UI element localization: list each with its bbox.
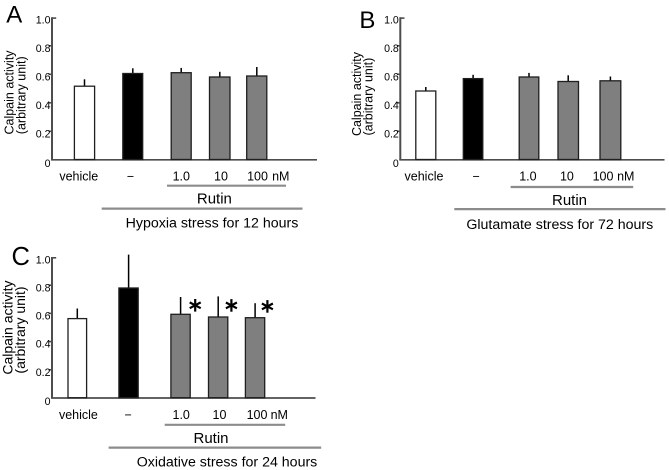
svg-text:Rutin: Rutin xyxy=(197,190,232,207)
svg-text:Calpain activity: Calpain activity xyxy=(3,50,17,135)
svg-text:10: 10 xyxy=(560,170,574,184)
svg-text:0.6: 0.6 xyxy=(36,311,51,323)
svg-text:Calpain activity: Calpain activity xyxy=(0,281,16,375)
svg-text:Calpain activity: Calpain activity xyxy=(350,51,364,136)
svg-text:1.0: 1.0 xyxy=(36,254,51,266)
svg-text:−: − xyxy=(125,408,132,422)
svg-text:B: B xyxy=(359,7,375,34)
svg-text:0.4: 0.4 xyxy=(36,339,51,351)
svg-text:100: 100 xyxy=(247,170,268,184)
svg-text:vehicle: vehicle xyxy=(405,170,444,184)
svg-text:vehicle: vehicle xyxy=(59,408,98,422)
svg-text:1.0: 1.0 xyxy=(173,170,190,184)
svg-text:nM: nM xyxy=(272,170,289,184)
svg-text:1.0: 1.0 xyxy=(173,408,190,422)
svg-text:0.8: 0.8 xyxy=(36,282,51,294)
svg-text:(arbitrary unit): (arbitrary unit) xyxy=(14,56,28,134)
svg-text:0: 0 xyxy=(45,158,51,170)
svg-text:100: 100 xyxy=(593,170,614,184)
svg-text:Rutin: Rutin xyxy=(193,430,228,447)
svg-text:1.0: 1.0 xyxy=(36,15,51,27)
svg-text:A: A xyxy=(6,1,22,28)
svg-text:0: 0 xyxy=(393,158,399,170)
svg-text:0.4: 0.4 xyxy=(384,100,399,112)
svg-text:Hypoxia stress for 12 hours: Hypoxia stress for 12 hours xyxy=(126,215,299,231)
svg-text:(arbitrary unit): (arbitrary unit) xyxy=(362,58,376,136)
svg-text:0.2: 0.2 xyxy=(36,367,51,379)
svg-text:−: − xyxy=(127,170,134,184)
svg-text:0.6: 0.6 xyxy=(384,71,399,83)
svg-text:Rutin: Rutin xyxy=(552,192,587,209)
svg-text:0.8: 0.8 xyxy=(384,43,399,55)
svg-text:vehicle: vehicle xyxy=(59,170,98,184)
svg-text:10: 10 xyxy=(214,170,228,184)
svg-text:0.2: 0.2 xyxy=(36,128,51,140)
svg-text:C: C xyxy=(12,243,30,271)
svg-text:−: − xyxy=(473,170,480,184)
svg-text:0.8: 0.8 xyxy=(36,43,51,55)
svg-text:100: 100 xyxy=(247,408,268,422)
svg-text:Oxidative stress for 24 hours: Oxidative stress for 24 hours xyxy=(137,455,318,470)
svg-text:0.2: 0.2 xyxy=(384,128,399,140)
svg-text:nM: nM xyxy=(271,408,288,422)
svg-text:Glutamate stress for 72 hours: Glutamate stress for 72 hours xyxy=(466,217,653,233)
svg-text:0.4: 0.4 xyxy=(36,100,51,112)
svg-text:1.0: 1.0 xyxy=(384,15,399,27)
svg-text:0: 0 xyxy=(45,396,51,408)
svg-text:0.6: 0.6 xyxy=(36,71,51,83)
svg-text:1.0: 1.0 xyxy=(519,170,536,184)
svg-text:10: 10 xyxy=(213,408,227,422)
svg-text:nM: nM xyxy=(617,170,634,184)
svg-text:(arbitrary unit): (arbitrary unit) xyxy=(12,286,28,373)
